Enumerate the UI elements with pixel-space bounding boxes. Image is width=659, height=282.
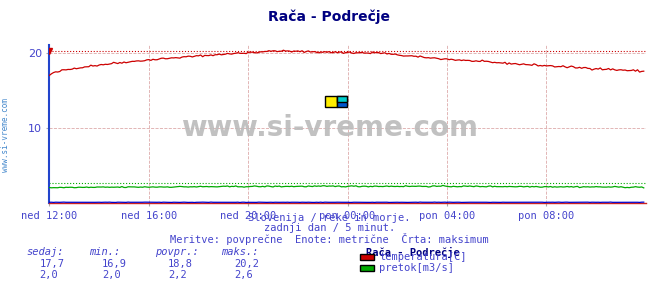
Text: zadnji dan / 5 minut.: zadnji dan / 5 minut. (264, 223, 395, 233)
Text: Rača - Podrečje: Rača - Podrečje (366, 247, 459, 258)
Text: Meritve: povprečne  Enote: metrične  Črta: maksimum: Meritve: povprečne Enote: metrične Črta:… (170, 233, 489, 245)
Text: povpr.:: povpr.: (155, 247, 198, 257)
Text: 20,2: 20,2 (234, 259, 259, 268)
Text: www.si-vreme.com: www.si-vreme.com (181, 114, 478, 142)
Text: 17,7: 17,7 (40, 259, 65, 268)
Text: 2,6: 2,6 (234, 270, 252, 280)
Text: maks.:: maks.: (221, 247, 258, 257)
Text: Slovenija / reke in morje.: Slovenija / reke in morje. (248, 213, 411, 223)
Text: min.:: min.: (89, 247, 120, 257)
Text: 2,0: 2,0 (40, 270, 58, 280)
Text: 2,2: 2,2 (168, 270, 186, 280)
Text: www.si-vreme.com: www.si-vreme.com (1, 98, 10, 172)
Text: Rača - Podrečje: Rača - Podrečje (268, 10, 391, 24)
Text: temperatura[C]: temperatura[C] (379, 252, 467, 262)
Text: pretok[m3/s]: pretok[m3/s] (379, 263, 454, 273)
Text: 2,0: 2,0 (102, 270, 121, 280)
Text: sedaj:: sedaj: (26, 247, 64, 257)
Text: 18,8: 18,8 (168, 259, 193, 268)
Text: 16,9: 16,9 (102, 259, 127, 268)
